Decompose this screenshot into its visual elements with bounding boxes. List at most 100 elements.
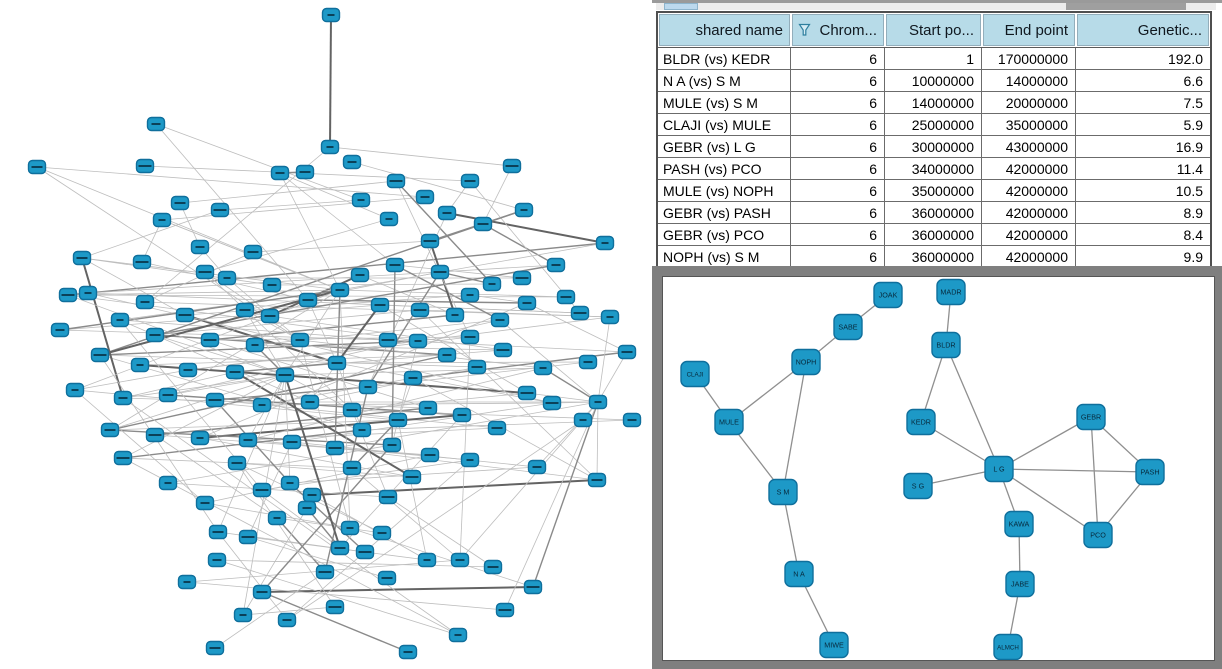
network-node[interactable] <box>200 332 220 348</box>
network-node[interactable] <box>178 362 198 378</box>
node-MULE[interactable]: MULE <box>714 408 744 436</box>
table-cell[interactable]: MULE (vs) NOPH <box>658 180 791 201</box>
network-edge[interactable] <box>122 397 459 636</box>
network-node[interactable] <box>177 574 197 590</box>
network-node[interactable] <box>448 627 468 643</box>
network-edge[interactable] <box>336 304 381 364</box>
network-node[interactable] <box>65 382 85 398</box>
table-cell[interactable]: N A (vs) S M <box>658 70 791 91</box>
node-S-G[interactable]: S G <box>903 472 933 500</box>
network-edge[interactable] <box>284 374 291 484</box>
network-node[interactable] <box>205 640 225 656</box>
table-cell[interactable]: GEBR (vs) L G <box>658 136 791 157</box>
network-edge[interactable] <box>596 401 599 481</box>
main-network-canvas[interactable] <box>0 0 652 669</box>
network-node[interactable] <box>302 487 322 503</box>
network-node[interactable] <box>378 489 398 505</box>
network-node[interactable] <box>370 297 390 313</box>
network-edge[interactable] <box>351 392 528 411</box>
network-edge[interactable] <box>154 434 278 519</box>
network-node[interactable] <box>325 599 345 615</box>
network-edge[interactable] <box>336 362 363 431</box>
network-edge[interactable] <box>109 289 341 431</box>
network-edge[interactable] <box>122 457 459 636</box>
network-node[interactable] <box>295 164 315 180</box>
network-edge[interactable] <box>359 274 456 316</box>
table-cell[interactable]: 1 <box>885 48 982 69</box>
table-row[interactable]: PASH (vs) PCO 6 34000000 42000000 11.4 <box>658 158 1210 180</box>
network-node[interactable] <box>327 355 347 371</box>
network-node[interactable] <box>342 460 362 476</box>
network-node[interactable] <box>588 394 608 410</box>
table-cell[interactable]: CLAJI (vs) MULE <box>658 114 791 135</box>
network-edge[interactable] <box>351 467 461 561</box>
table-cell[interactable]: NOPH (vs) S M <box>658 246 791 267</box>
network-node[interactable] <box>340 520 360 536</box>
network-edge[interactable] <box>242 606 336 616</box>
network-node[interactable] <box>617 344 637 360</box>
network-edge[interactable] <box>247 367 544 441</box>
network-node[interactable] <box>415 189 435 205</box>
network-edge[interactable] <box>542 367 599 403</box>
table-cell[interactable]: 10.5 <box>1175 182 1203 199</box>
network-node[interactable] <box>130 357 150 373</box>
network-node[interactable] <box>315 564 335 580</box>
network-edge[interactable] <box>351 161 525 211</box>
network-edge[interactable] <box>397 419 428 561</box>
table-row[interactable]: GEBR (vs) L G 6 30000000 43000000 16.9 <box>658 136 1210 158</box>
network-edge[interactable] <box>261 586 534 593</box>
network-edge[interactable] <box>81 209 221 259</box>
network-node[interactable] <box>379 211 399 227</box>
node-NOPH[interactable]: NOPH <box>791 348 821 376</box>
network-edge[interactable] <box>395 180 493 285</box>
network-edge[interactable] <box>179 202 201 248</box>
network-edge[interactable] <box>234 371 413 478</box>
network-node[interactable] <box>527 459 547 475</box>
network-edge[interactable] <box>284 289 341 376</box>
table-cell[interactable]: 20000000 <box>982 92 1076 113</box>
network-edge[interactable] <box>204 271 271 317</box>
network-edge[interactable] <box>67 289 341 296</box>
node-L-G[interactable]: L G <box>984 455 1014 483</box>
network-edge[interactable] <box>74 369 189 391</box>
table-cell[interactable]: 9.9 <box>1183 248 1203 265</box>
network-node[interactable] <box>190 239 210 255</box>
network-node[interactable] <box>546 257 566 273</box>
network-node[interactable] <box>290 332 310 348</box>
network-edge[interactable] <box>276 517 326 573</box>
network-edge[interactable] <box>261 489 341 549</box>
network-edge[interactable] <box>1090 416 1099 536</box>
node-ALMCH[interactable]: ALMCH <box>993 633 1023 661</box>
table-cell[interactable]: 34000000 <box>885 158 982 179</box>
table-cell[interactable]: 6 <box>791 180 885 201</box>
network-node[interactable] <box>512 270 532 286</box>
network-node[interactable] <box>420 447 440 463</box>
network-node[interactable] <box>385 257 405 273</box>
network-edge[interactable] <box>311 479 598 496</box>
table-cell[interactable]: 16.9 <box>1175 138 1203 155</box>
table-cell[interactable]: 6 <box>791 224 885 245</box>
network-node[interactable] <box>587 472 607 488</box>
network-edge[interactable] <box>36 166 426 198</box>
network-node[interactable] <box>533 360 553 376</box>
network-edge[interactable] <box>179 180 397 204</box>
network-edge[interactable] <box>209 339 429 409</box>
table-cell[interactable]: 43000000 <box>982 136 1076 157</box>
table-cell[interactable]: 7.5 <box>1183 94 1203 111</box>
network-node[interactable] <box>132 254 152 270</box>
network-node[interactable] <box>523 579 543 595</box>
table-cell[interactable]: 42000000 <box>982 202 1076 223</box>
network-node[interactable] <box>450 552 470 568</box>
node-PASH[interactable]: PASH <box>1135 458 1165 486</box>
network-edge[interactable] <box>339 414 463 549</box>
network-edge[interactable] <box>81 257 273 286</box>
network-node[interactable] <box>330 540 350 556</box>
network-edge[interactable] <box>261 444 393 593</box>
network-edge[interactable] <box>782 361 807 493</box>
network-node[interactable] <box>58 287 78 303</box>
table-cell[interactable]: 35000000 <box>885 180 982 201</box>
network-edge[interactable] <box>234 362 338 373</box>
table-cell[interactable]: 6 <box>791 246 885 267</box>
network-edge[interactable] <box>351 419 399 469</box>
network-node[interactable] <box>358 379 378 395</box>
